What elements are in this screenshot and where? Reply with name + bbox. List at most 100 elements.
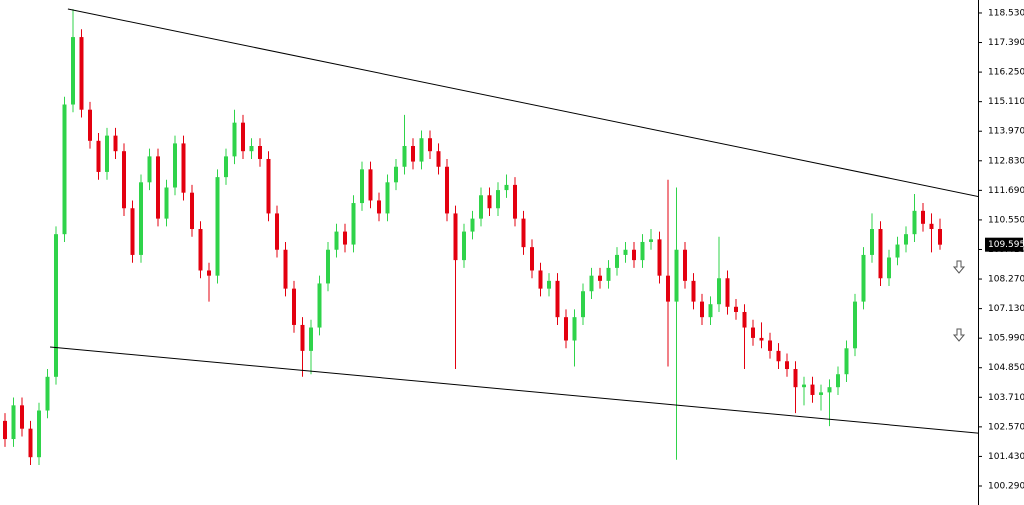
candle-body [555, 280, 560, 318]
candle-body [581, 291, 585, 318]
y-tick-label: 113.970 [988, 127, 1024, 137]
candle-body [768, 340, 772, 351]
candle-body [28, 428, 33, 458]
y-tick-label: 115.110 [988, 97, 1024, 107]
candle-body [547, 280, 551, 289]
candle-body [861, 254, 866, 302]
candle-body [606, 267, 611, 281]
candle-body [249, 146, 254, 152]
sell-arrow [952, 260, 966, 342]
candle-body [725, 278, 730, 307]
candle-body [198, 228, 203, 271]
candle-body [105, 135, 109, 172]
candle-body [181, 143, 186, 193]
candle-body [929, 223, 934, 229]
candle-body [190, 192, 194, 229]
y-tick-label: 117.390 [988, 38, 1024, 48]
candle-body [283, 249, 288, 289]
candle-body [139, 182, 143, 255]
y-tick-label: 105.990 [988, 334, 1024, 344]
candle-body [300, 324, 305, 351]
candle-body [147, 156, 152, 183]
y-tick-label: 108.270 [988, 275, 1024, 285]
candle-body [309, 327, 313, 351]
candle-body [589, 275, 594, 292]
candle-body [496, 190, 500, 209]
candle-body [292, 288, 296, 325]
plot-area [3, 8, 978, 465]
candle-body [742, 311, 747, 328]
candle-body [598, 275, 602, 281]
candle-body [751, 327, 755, 338]
candle-body [870, 228, 874, 255]
candle-body [538, 270, 543, 289]
candle-body [487, 195, 492, 209]
candle-body [343, 231, 347, 245]
candle-body [360, 169, 364, 204]
candle-body [122, 151, 126, 209]
candle-body [215, 177, 220, 276]
candle-body [419, 138, 424, 162]
candle-body [640, 241, 645, 261]
candle-body [79, 37, 84, 110]
candle-body [130, 208, 135, 255]
candle-body [649, 239, 653, 242]
candle-body [436, 151, 441, 167]
y-tick-label: 118.530 [988, 8, 1024, 18]
candle-body [691, 280, 696, 302]
candle-body [530, 247, 534, 271]
candle-body [836, 374, 840, 388]
candle-body [71, 37, 75, 105]
candle-body [385, 182, 390, 214]
candle-body [351, 203, 356, 245]
candle-body [513, 184, 517, 219]
candle-body [232, 122, 237, 157]
candle-body [156, 156, 160, 219]
candle-body [37, 410, 41, 458]
candle-body [20, 405, 24, 429]
candle-body [241, 122, 245, 152]
candle-body [912, 210, 917, 235]
candle-body [572, 317, 577, 341]
last-price-box [985, 237, 1023, 252]
y-tick-label: 100.290 [988, 481, 1024, 491]
candle-body [258, 146, 262, 159]
candle-body [657, 239, 662, 276]
candle-body [88, 109, 92, 141]
candle-body [683, 249, 687, 281]
candle-body [827, 387, 832, 393]
candle-body [785, 361, 789, 370]
candle-body [921, 210, 925, 224]
candle-body [802, 384, 806, 388]
candle-body [776, 350, 781, 362]
candle-body [224, 156, 228, 178]
trendline [50, 346, 978, 434]
candle-body [904, 234, 908, 245]
candle-body [11, 405, 16, 440]
candle-body [428, 138, 432, 152]
y-tick-label: 110.550 [988, 215, 1024, 225]
last-price-label: 109.595 [988, 240, 1024, 250]
candle-body [3, 420, 7, 440]
y-tick-label: 102.570 [988, 422, 1024, 432]
candle-body [708, 304, 713, 318]
candle-body [717, 278, 721, 305]
y-tick-label: 116.250 [988, 68, 1024, 78]
candle-body [368, 169, 373, 201]
candle-body [62, 104, 67, 235]
y-tick-label: 101.430 [988, 452, 1024, 462]
candle-body [317, 283, 322, 328]
y-tick-label: 107.130 [988, 304, 1024, 314]
candle-body [632, 249, 636, 261]
candle-body [895, 244, 900, 258]
candle-body [445, 166, 449, 214]
candle-body [521, 218, 526, 248]
candle-body [453, 213, 458, 261]
candle-body [334, 231, 339, 250]
candle-body [938, 228, 942, 245]
trendline [67, 8, 978, 197]
candle-body [411, 146, 415, 162]
candle-body [275, 213, 279, 250]
candle-body [462, 231, 466, 261]
